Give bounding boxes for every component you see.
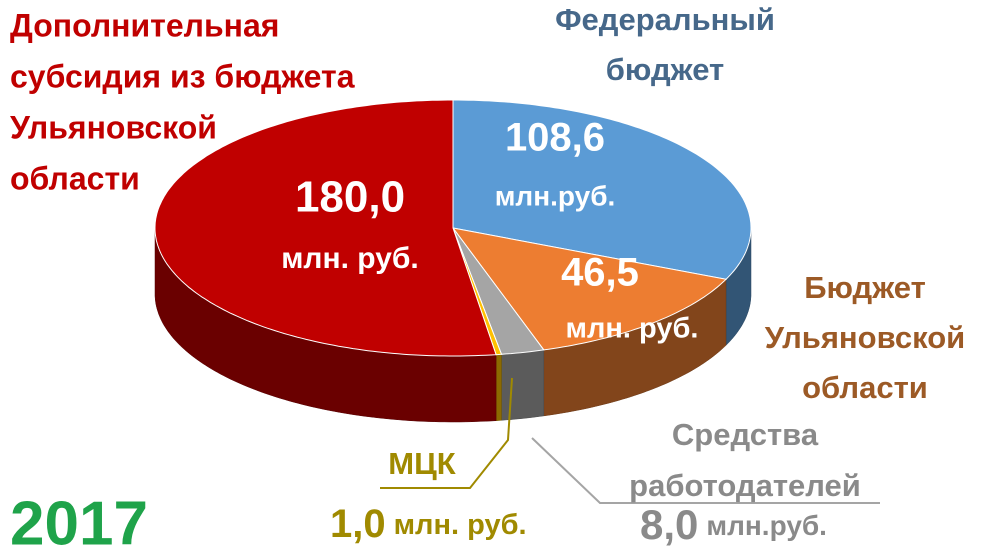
slice-side [501, 349, 545, 421]
category-label: субсидия из бюджета [10, 58, 355, 94]
leader-line [531, 437, 880, 504]
slice-side [495, 354, 502, 421]
value-unit: млн. руб. [281, 242, 419, 275]
value-label: 180,0 [295, 173, 405, 222]
category-label: области [10, 160, 140, 196]
value-unit: млн.руб. [495, 180, 616, 211]
leader-line [380, 377, 513, 489]
category-label: МЦК [388, 446, 455, 481]
category-label: Федеральный [555, 2, 775, 37]
value-label-group: 8,0 млн.руб. [640, 501, 827, 548]
category-label: Ульяновской [765, 320, 965, 355]
category-label: Бюджет [804, 270, 926, 305]
chart-title: 2017 [10, 489, 148, 556]
category-label: работодателей [629, 468, 861, 503]
value-unit: млн. руб. [394, 509, 527, 541]
value-unit: млн.руб. [706, 510, 827, 541]
category-label: Ульяновской [10, 109, 217, 145]
slice [452, 227, 545, 355]
value-label: 8,0 [640, 501, 698, 548]
category-label: области [802, 370, 928, 405]
value-label: 46,5 [561, 251, 639, 295]
value-label-group: 1,0 млн. руб. [330, 502, 527, 546]
category-label: Дополнительная [10, 7, 279, 43]
value-label: 108,6 [505, 116, 605, 160]
pie-sides [154, 228, 752, 423]
category-label: Средства [672, 417, 819, 452]
category-label: бюджет [606, 52, 724, 87]
pie-tops [154, 99, 752, 357]
value-label: 1,0 [330, 502, 386, 546]
slice [154, 99, 497, 357]
slice [452, 99, 752, 280]
value-unit: млн. руб. [566, 313, 699, 345]
